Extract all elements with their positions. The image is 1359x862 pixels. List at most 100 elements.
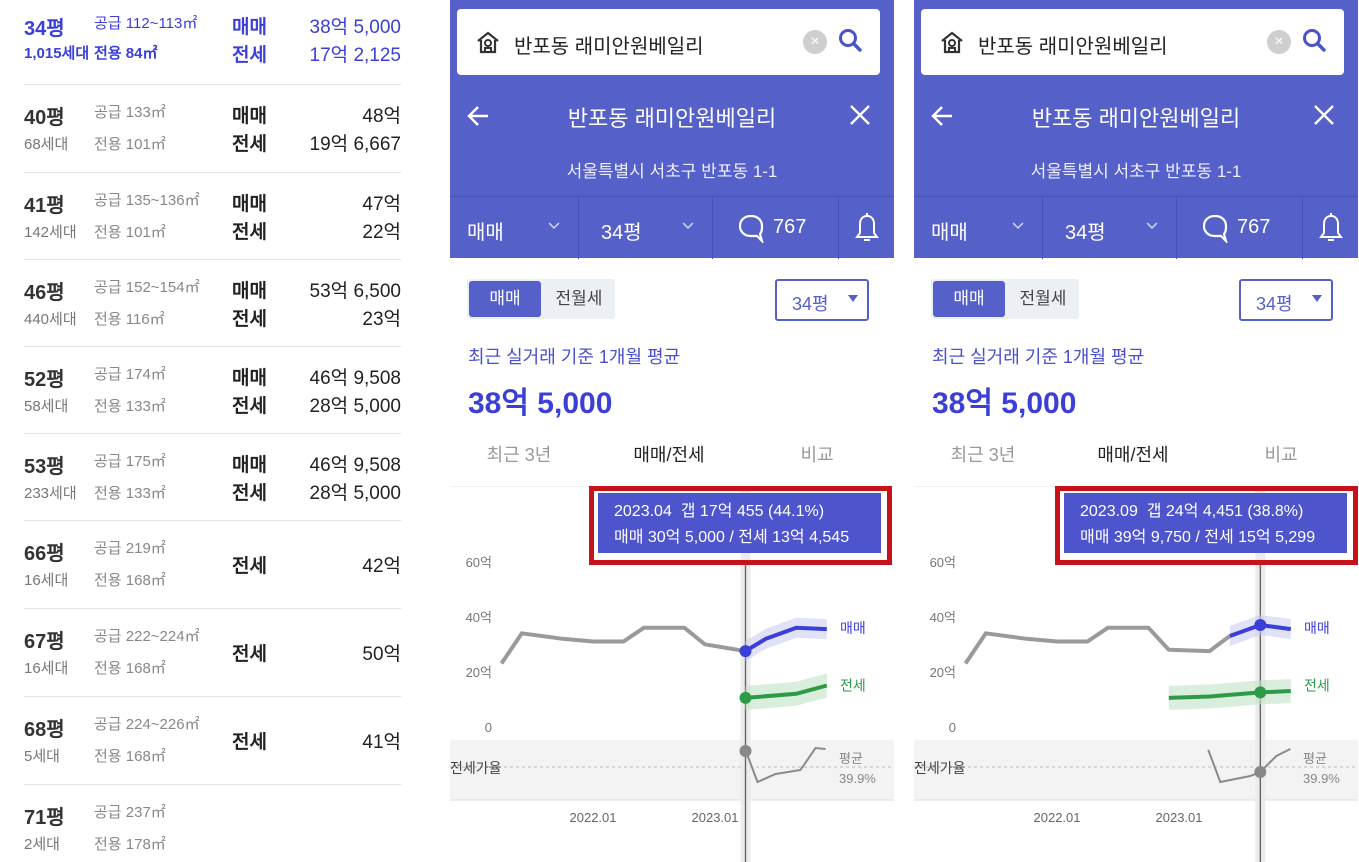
unit-row[interactable]: 52평 58세대 공급 174㎡ 전용 133㎡ 매매 46억 9,508 전세 28억 5,… bbox=[24, 347, 401, 434]
highlight-box bbox=[589, 486, 892, 565]
unit-area: 34평 bbox=[24, 18, 65, 40]
comments-button[interactable]: 767 bbox=[713, 197, 839, 259]
comment-count: 767 bbox=[773, 216, 807, 238]
chevron-down-icon bbox=[548, 222, 560, 230]
unit-area: 66평 bbox=[24, 543, 65, 565]
sale-label: 매매 bbox=[232, 17, 267, 38]
unit-exclusive-area: 전용 133㎡ bbox=[94, 398, 166, 415]
close-icon[interactable] bbox=[848, 103, 872, 127]
ratio-label: 전세가율 bbox=[450, 760, 502, 776]
search-box[interactable]: 반포동 래미안원베일리 × bbox=[921, 9, 1344, 75]
price-chart[interactable]: 60억 40억 20억 0 전세가율 평균 39.9% 2022.01 2023.01 매매 전세 2… bbox=[450, 486, 894, 862]
unit-households: 233세대 bbox=[24, 485, 77, 502]
jeonse-marker bbox=[1254, 686, 1267, 699]
area-filter[interactable]: 34평 bbox=[1043, 197, 1177, 259]
clear-icon[interactable]: × bbox=[1267, 30, 1291, 54]
search-box[interactable]: 반포동 래미안원베일리 × bbox=[457, 9, 880, 75]
toggle-sale[interactable]: 매매 bbox=[933, 281, 1005, 317]
sale-forecast-band bbox=[745, 617, 827, 662]
search-icon[interactable] bbox=[1301, 27, 1327, 55]
unit-row[interactable]: 40평 68세대 공급 133㎡ 전용 101㎡ 매매 48억 전세 19억 6,667 bbox=[24, 85, 401, 173]
unit-row[interactable]: 66평 16세대 공급 219㎡ 전용 168㎡ 전세 42억 bbox=[24, 521, 401, 609]
unit-row[interactable]: 67평 16세대 공급 222~224㎡ 전용 168㎡ 전세 50억 bbox=[24, 609, 401, 697]
close-icon[interactable] bbox=[1312, 103, 1336, 127]
sale-history-line bbox=[963, 625, 1231, 665]
y-tick-label: 60억 bbox=[930, 555, 956, 570]
comments-button[interactable]: 767 bbox=[1177, 197, 1303, 259]
jeonse-forecast-band bbox=[745, 673, 827, 710]
comment-icon bbox=[1202, 214, 1228, 243]
unit-exclusive-area: 전용 168㎡ bbox=[94, 660, 166, 677]
jeonse-line bbox=[745, 683, 828, 700]
area-filter[interactable]: 34평 bbox=[579, 197, 713, 259]
unit-row[interactable]: 53평 233세대 공급 175㎡ 전용 133㎡ 매매 46억 9,508 전세 28억 5… bbox=[24, 434, 401, 521]
page-title: 반포동 래미안원베일리 bbox=[1031, 106, 1241, 131]
legend-sale: 매매 bbox=[1304, 620, 1330, 636]
unit-row[interactable]: 34평 1,015세대 공급 112~113㎡ 전용 84㎡ 매매 38억 5,000 전세… bbox=[24, 0, 401, 85]
unit-exclusive-area: 전용 101㎡ bbox=[94, 136, 166, 153]
area-filter-value: 34평 bbox=[1065, 222, 1106, 244]
trade-toggle: 매매 전월세 bbox=[931, 279, 1079, 319]
notification-button[interactable] bbox=[839, 197, 894, 259]
tab-recent-3y[interactable]: 최근 3년 bbox=[486, 445, 552, 465]
trade-type-filter[interactable]: 매매 bbox=[914, 197, 1043, 259]
clear-icon[interactable]: × bbox=[803, 30, 827, 54]
sale-price: 46억 9,508 bbox=[309, 455, 401, 476]
tab-sale-jeonse[interactable]: 매매/전세 bbox=[633, 445, 705, 465]
unit-exclusive-area: 전용 168㎡ bbox=[94, 748, 166, 765]
tab-sale-jeonse[interactable]: 매매/전세 bbox=[1097, 445, 1169, 465]
area-dropdown[interactable]: 34평 bbox=[1239, 279, 1333, 321]
average-price: 38억 5,000 bbox=[932, 387, 1077, 420]
trade-type-filter[interactable]: 매매 bbox=[450, 197, 579, 259]
tab-compare[interactable]: 비교 bbox=[800, 445, 834, 465]
back-arrow-icon[interactable] bbox=[930, 101, 956, 131]
legend-jeonse: 전세 bbox=[1304, 678, 1330, 694]
toggle-rent[interactable]: 전월세 bbox=[555, 289, 603, 308]
sale-label: 매매 bbox=[232, 281, 267, 302]
header: 반포동 래미안원베일리 × 반포동 래미안원베일리 서울특별시 서초구 반포동 … bbox=[914, 0, 1358, 259]
search-input[interactable]: 반포동 래미안원베일리 bbox=[978, 36, 1168, 58]
jeonse-label: 전세 bbox=[232, 45, 267, 66]
ratio-label: 전세가율 bbox=[914, 760, 966, 776]
chevron-down-icon bbox=[1146, 222, 1158, 230]
toggle-sale[interactable]: 매매 bbox=[469, 281, 541, 317]
unit-exclusive-area: 전용 178㎡ bbox=[94, 836, 166, 853]
sale-price: 46억 9,508 bbox=[309, 368, 401, 389]
tab-compare[interactable]: 비교 bbox=[1264, 445, 1298, 465]
sale-marker bbox=[739, 645, 752, 658]
jeonse-price: 42억 bbox=[362, 556, 401, 577]
ratio-band bbox=[914, 740, 1358, 800]
ratio-line bbox=[744, 746, 826, 784]
unit-supply-area: 공급 174㎡ bbox=[94, 366, 166, 383]
back-arrow-icon[interactable] bbox=[466, 101, 492, 131]
unit-row[interactable]: 46평 440세대 공급 152~154㎡ 전용 116㎡ 매매 53억 6,500 전세 2… bbox=[24, 260, 401, 347]
jeonse-label: 전세 bbox=[232, 222, 267, 243]
unit-supply-area: 공급 175㎡ bbox=[94, 453, 166, 470]
jeonse-price: 17억 2,125 bbox=[309, 45, 401, 66]
area-filter-value: 34평 bbox=[601, 222, 642, 244]
unit-exclusive-area: 전용 133㎡ bbox=[94, 485, 166, 502]
unit-row[interactable]: 68평 5세대 공급 224~226㎡ 전용 168㎡ 전세 41억 bbox=[24, 697, 401, 785]
search-icon[interactable] bbox=[837, 27, 863, 55]
jeonse-price: 19억 6,667 bbox=[309, 134, 401, 155]
average-label: 평균 bbox=[1303, 751, 1327, 766]
price-chart[interactable]: 60억 40억 20억 0 전세가율 평균 39.9% 2022.01 2023.01 매매 전세 2… bbox=[914, 486, 1358, 862]
unit-area: 53평 bbox=[24, 456, 65, 478]
toggle-rent[interactable]: 전월세 bbox=[1019, 289, 1067, 308]
sale-price: 47억 bbox=[362, 194, 401, 215]
legend-jeonse: 전세 bbox=[840, 678, 866, 694]
search-input[interactable]: 반포동 래미안원베일리 bbox=[514, 36, 704, 58]
notification-button[interactable] bbox=[1303, 197, 1358, 259]
unit-row[interactable]: 41평 142세대 공급 135~136㎡ 전용 101㎡ 매매 47억 전세 22억 bbox=[24, 173, 401, 260]
jeonse-label: 전세 bbox=[232, 134, 267, 155]
chevron-down-icon bbox=[682, 222, 694, 230]
page-title: 반포동 래미안원베일리 bbox=[567, 106, 777, 131]
app-panel-right: 반포동 래미안원베일리 × 반포동 래미안원베일리 서울특별시 서초구 반포동 … bbox=[914, 0, 1358, 862]
unit-row[interactable]: 71평 2세대 공급 237㎡ 전용 178㎡ bbox=[24, 785, 401, 862]
unit-households: 5세대 bbox=[24, 748, 60, 765]
area-dropdown[interactable]: 34평 bbox=[775, 279, 869, 321]
tab-recent-3y[interactable]: 최근 3년 bbox=[950, 445, 1016, 465]
tooltip-line-1: 2023.04 갭 17억 455 (44.1%) bbox=[614, 503, 825, 520]
unit-supply-area: 공급 152~154㎡ bbox=[94, 279, 200, 296]
average-subtitle: 최근 실거래 기준 1개월 평균 bbox=[468, 347, 681, 367]
